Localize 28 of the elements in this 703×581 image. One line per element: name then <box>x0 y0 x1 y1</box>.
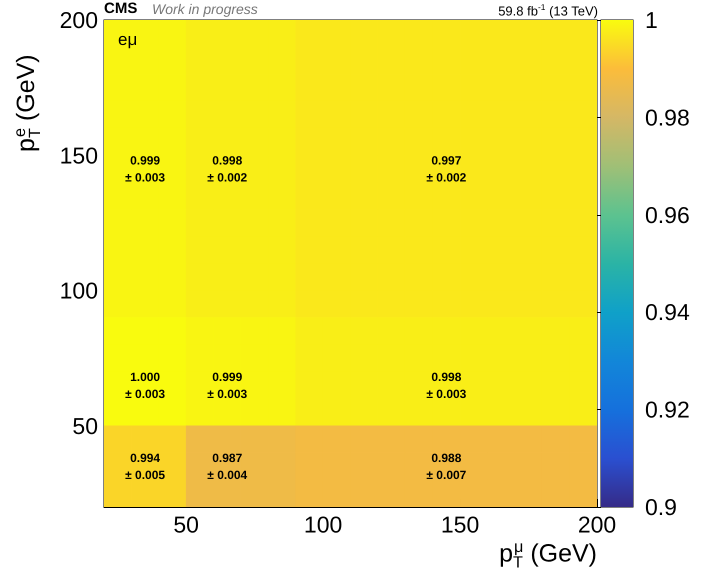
color-bar-label: 0.92 <box>645 396 690 423</box>
color-bar-label: 1 <box>645 7 658 33</box>
chart-subtitle: Work in progress <box>152 1 258 17</box>
text: 59.8 fb$^{-1}$ (13 TeV) <box>498 2 598 18</box>
color-bar-label: 0.98 <box>645 104 690 130</box>
x-tick-label: 200 <box>578 512 616 538</box>
data-label: 0.999 ± 0.003 <box>207 370 248 401</box>
y-tick-label: 200 <box>60 7 98 33</box>
data-label: 0.988 ± 0.007 <box>426 450 467 482</box>
y-tick-label: 100 <box>60 278 98 304</box>
data-label: 0.997 ± 0.002 <box>426 153 467 184</box>
chart-title: CMS <box>104 0 138 17</box>
data-label: 0.999 ± 0.003 <box>125 153 166 184</box>
y-tick-label: 50 <box>72 412 98 439</box>
data-label: 0.987 ± 0.004 <box>207 450 248 482</box>
x-tick-label: 100 <box>304 512 342 538</box>
y-tick-label: 150 <box>60 142 98 168</box>
color-bar-label: 0.9 <box>645 494 677 520</box>
data-label: 0.998 ± 0.002 <box>207 153 248 184</box>
data-label: 0.998 ± 0.003 <box>426 370 467 401</box>
x-axis-title: p$_{T}$$^{μ}$ (GeV) <box>499 538 597 572</box>
color-bar-label: 0.96 <box>645 202 690 228</box>
data-label: 1.000 ± 0.003 <box>125 370 166 401</box>
annotation: eμ <box>118 30 138 50</box>
color-bar-label: 0.94 <box>645 299 690 326</box>
x-tick-label: 150 <box>440 512 480 538</box>
data-label: 0.994 ± 0.005 <box>125 450 166 482</box>
x-tick-label: 50 <box>173 512 199 538</box>
